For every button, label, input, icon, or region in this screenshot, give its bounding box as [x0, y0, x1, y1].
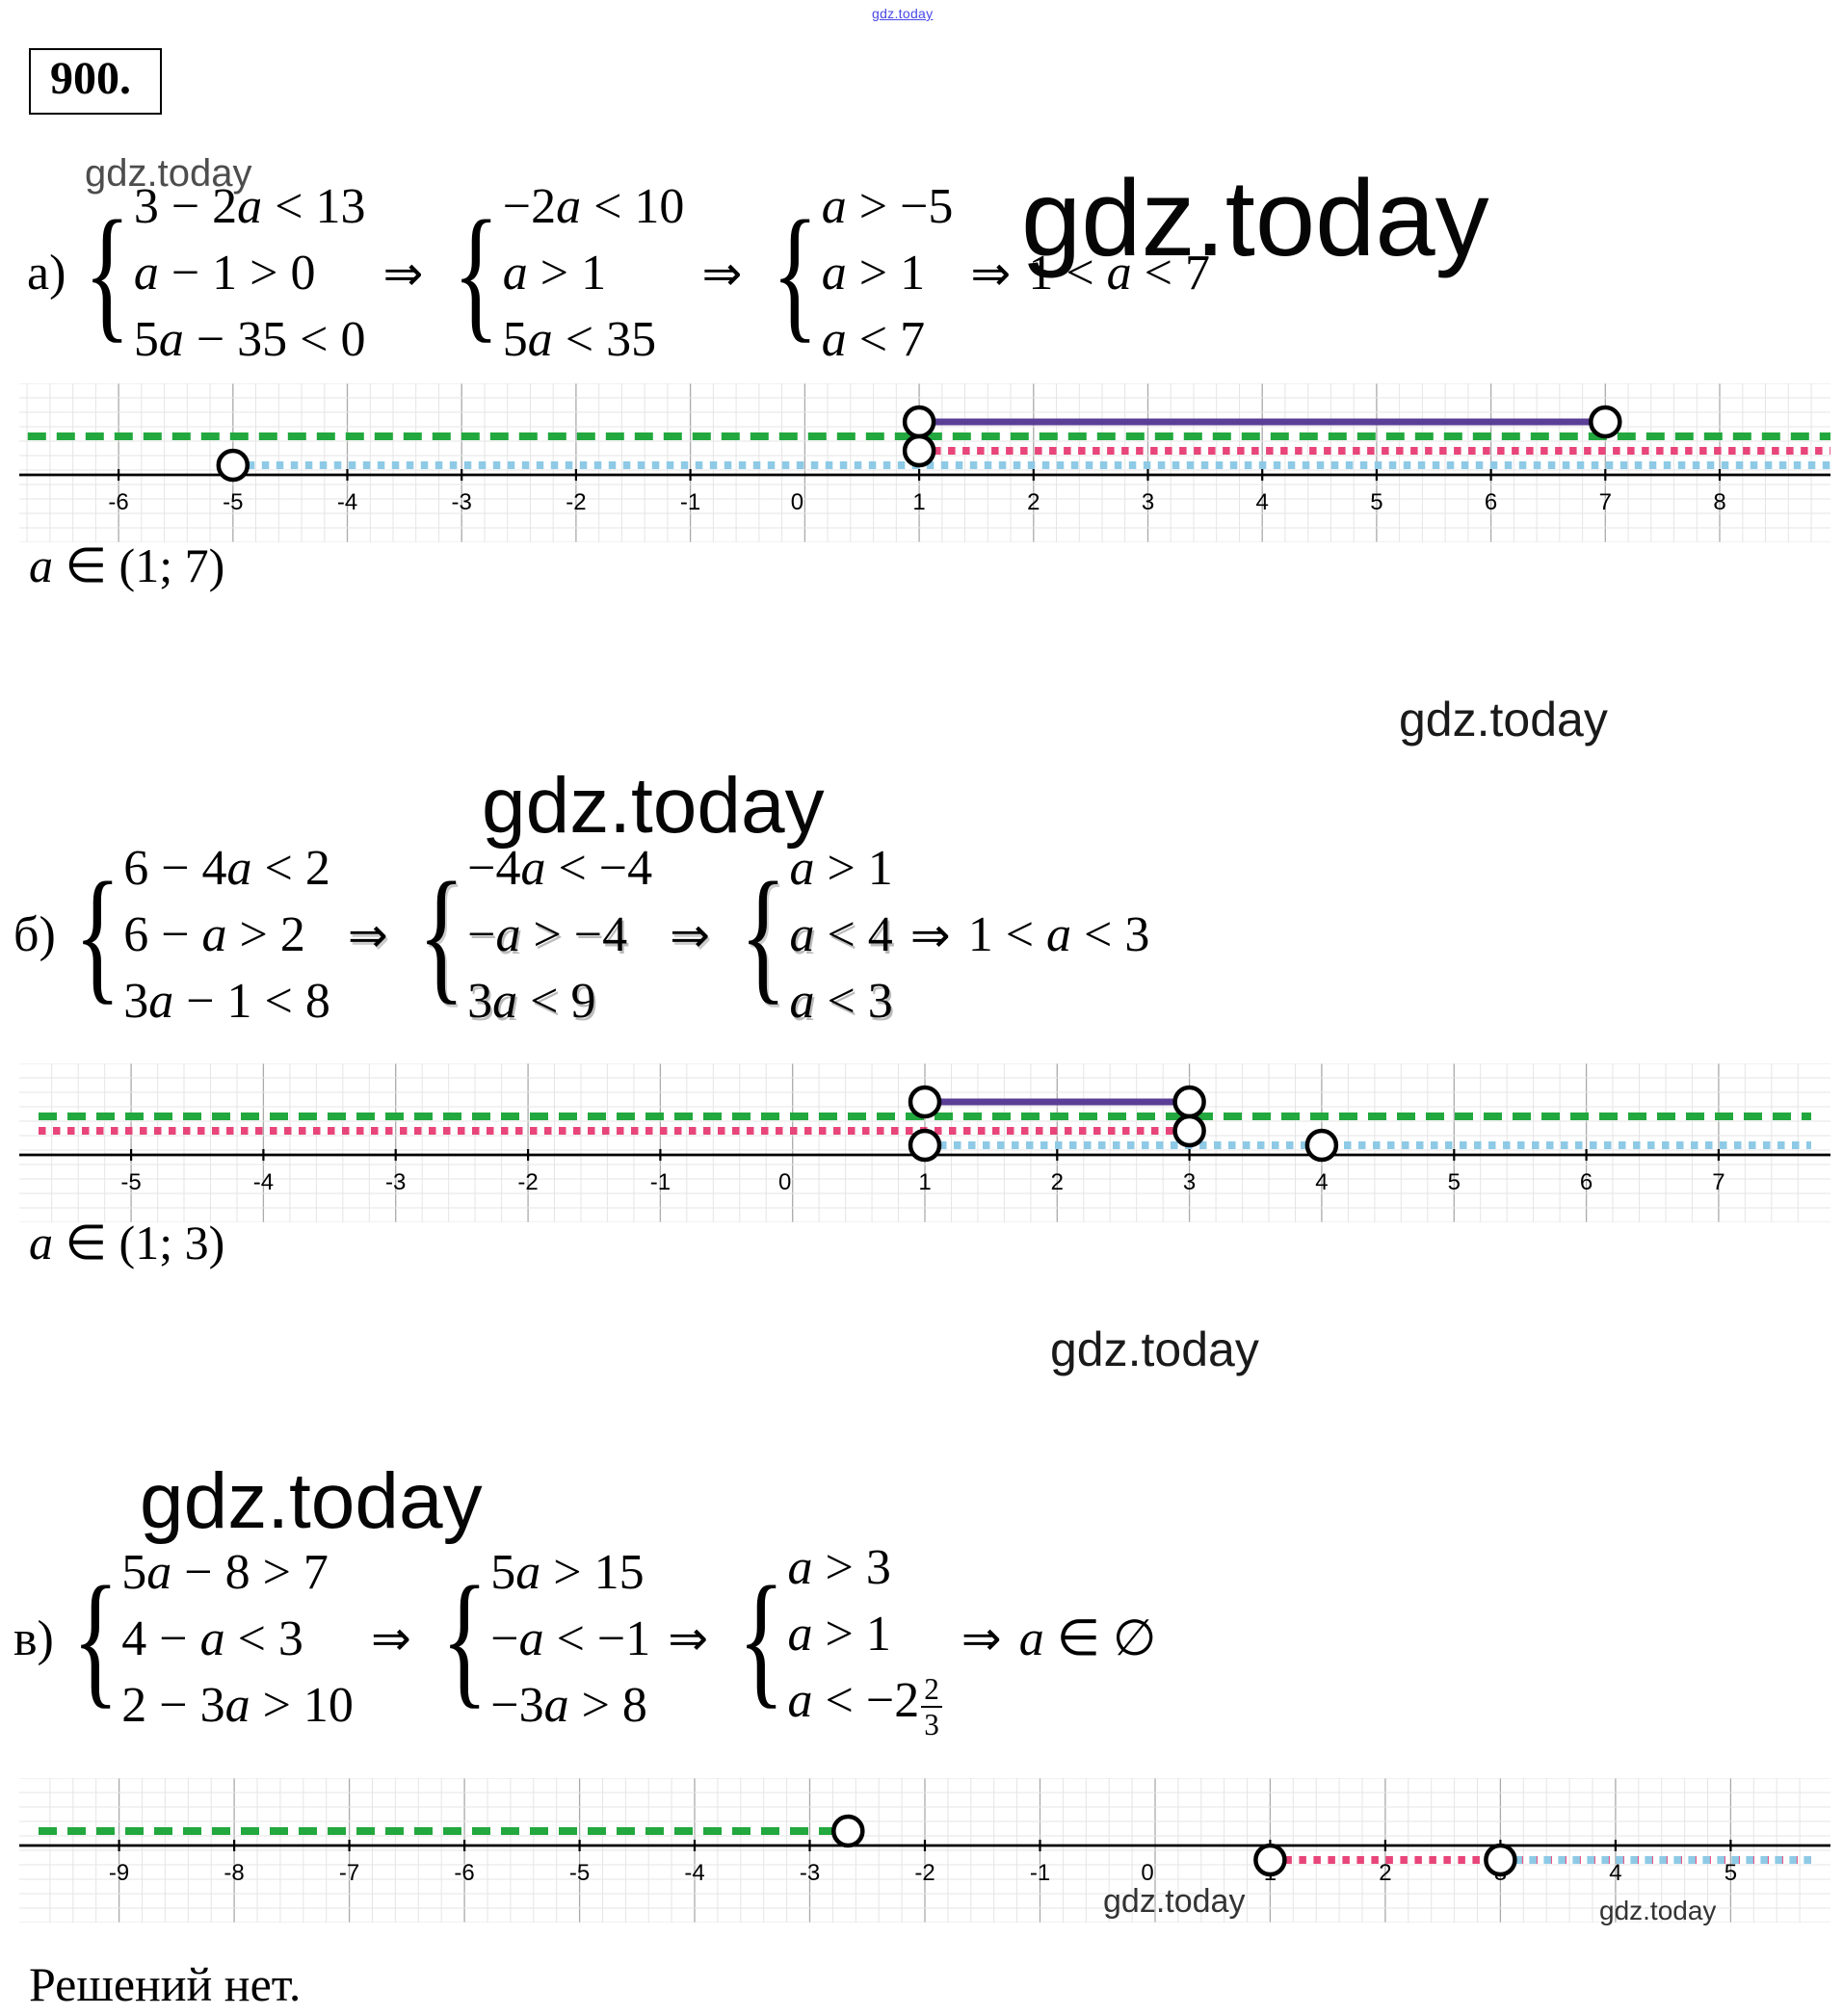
svg-text:7: 7: [1599, 489, 1612, 515]
svg-text:3: 3: [1183, 1169, 1196, 1195]
svg-text:-2: -2: [914, 1860, 935, 1886]
svg-text:-5: -5: [569, 1860, 590, 1886]
svg-text:5: 5: [1725, 1860, 1737, 1886]
svg-text:6: 6: [1580, 1169, 1593, 1195]
svg-text:0: 0: [791, 489, 803, 515]
svg-text:2: 2: [1379, 1860, 1391, 1886]
svg-text:-4: -4: [253, 1169, 274, 1195]
svg-text:5: 5: [1370, 489, 1382, 515]
svg-text:5: 5: [1448, 1169, 1461, 1195]
svg-text:0: 0: [1141, 1860, 1153, 1886]
svg-text:-9: -9: [109, 1860, 129, 1886]
svg-text:-4: -4: [337, 489, 357, 515]
svg-text:-3: -3: [452, 489, 472, 515]
svg-text:-1: -1: [1030, 1860, 1050, 1886]
svg-text:-1: -1: [680, 489, 700, 515]
svg-text:-3: -3: [800, 1860, 820, 1886]
svg-text:2: 2: [1027, 489, 1040, 515]
svg-text:8: 8: [1713, 489, 1725, 515]
svg-text:4: 4: [1256, 489, 1269, 515]
svg-text:-3: -3: [385, 1169, 406, 1195]
svg-text:-6: -6: [108, 489, 128, 515]
svg-text:-5: -5: [120, 1169, 141, 1195]
svg-text:-5: -5: [223, 489, 243, 515]
svg-text:-6: -6: [454, 1860, 474, 1886]
svg-text:3: 3: [1142, 489, 1154, 515]
svg-text:2: 2: [1051, 1169, 1064, 1195]
svg-text:6: 6: [1485, 489, 1497, 515]
svg-text:-4: -4: [684, 1860, 704, 1886]
svg-text:4: 4: [1609, 1860, 1621, 1886]
svg-text:1: 1: [912, 489, 925, 515]
svg-text:-8: -8: [224, 1860, 244, 1886]
svg-text:0: 0: [778, 1169, 791, 1195]
svg-text:-7: -7: [339, 1860, 359, 1886]
svg-text:-2: -2: [566, 489, 586, 515]
svg-text:-2: -2: [517, 1169, 538, 1195]
svg-text:-1: -1: [650, 1169, 671, 1195]
svg-text:7: 7: [1712, 1169, 1725, 1195]
svg-text:1: 1: [918, 1169, 931, 1195]
svg-text:4: 4: [1315, 1169, 1328, 1195]
